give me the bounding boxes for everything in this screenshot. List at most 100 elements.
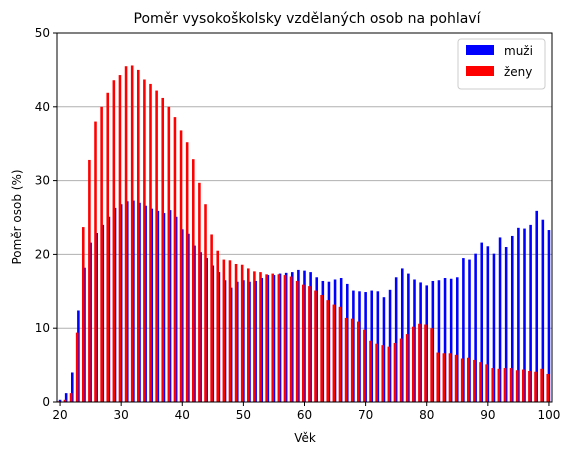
bar-zeny-75: [393, 342, 397, 402]
x-axis-label: Věk: [294, 431, 316, 445]
bar-zeny-94: [509, 368, 513, 402]
x-tick-label-100: 100: [537, 408, 560, 422]
bar-zeny-67: [344, 317, 348, 402]
bar-zeny-47: [222, 259, 226, 402]
bar-zeny-93: [503, 368, 507, 402]
bar-zeny-90: [485, 364, 488, 402]
bar-zeny-73: [381, 345, 385, 402]
bar-zeny-49: [234, 263, 238, 402]
x-tick-label-50: 50: [236, 408, 251, 422]
bar-muzi-90: [486, 246, 490, 402]
x-tick-label-40: 40: [175, 408, 190, 422]
x-tick-label-80: 80: [419, 408, 434, 422]
x-tick-label-30: 30: [114, 408, 129, 422]
bar-muzi-87: [468, 259, 471, 402]
bar-muzi-82: [437, 280, 441, 402]
bar-zeny-22: [69, 393, 73, 402]
bar-zeny-43: [198, 182, 201, 402]
y-tick-label-40: 40: [35, 100, 50, 114]
bar-muzi-100: [547, 230, 551, 402]
bar-zeny-24: [81, 227, 85, 402]
bar-zeny-81: [430, 328, 433, 402]
bar-zeny-26: [94, 121, 97, 402]
y-axis-label: Poměr osob (%): [10, 169, 24, 264]
bar-zeny-42: [191, 159, 195, 402]
bar-zeny-79: [418, 323, 421, 402]
x-tick-label-60: 60: [297, 408, 312, 422]
bar-zeny-91: [491, 368, 495, 402]
bar-muzi-20: [58, 399, 62, 402]
x-tick-label-90: 90: [480, 408, 495, 422]
bar-zeny-27: [100, 106, 103, 403]
bar-muzi-76: [400, 268, 404, 402]
bar-zeny-100: [546, 373, 550, 402]
bar-zeny-54: [265, 274, 268, 402]
legend-swatch-zeny: [466, 66, 494, 76]
bar-zeny-99: [540, 368, 543, 402]
bar-muzi-74: [388, 289, 392, 402]
bar-zeny-32: [130, 65, 134, 402]
bar-zeny-82: [436, 352, 440, 402]
bar-zeny-92: [497, 368, 501, 402]
bars-layer: [57, 65, 551, 403]
bar-muzi-99: [541, 219, 545, 402]
y-tick-label-30: 30: [35, 174, 50, 188]
bar-zeny-87: [466, 357, 470, 402]
bar-zeny-40: [179, 130, 183, 403]
bar-zeny-56: [277, 274, 281, 402]
bar-zeny-21: [63, 399, 67, 402]
bar-zeny-29: [112, 80, 116, 402]
x-tick-label-20: 20: [52, 408, 67, 422]
bar-zeny-70: [363, 329, 366, 402]
bar-zeny-34: [143, 79, 146, 403]
bar-zeny-76: [399, 338, 403, 402]
legend-label-zeny: ženy: [504, 65, 532, 79]
bar-muzi-83: [443, 278, 447, 402]
bar-zeny-31: [124, 66, 128, 403]
bar-zeny-62: [314, 290, 317, 402]
bar-zeny-97: [528, 371, 531, 402]
bar-zeny-80: [424, 324, 427, 402]
bar-zeny-39: [173, 117, 177, 402]
legend-label-muzi: muži: [504, 44, 533, 58]
chart-title: Poměr vysokoškolsky vzdělaných osob na p…: [134, 11, 482, 27]
bar-zeny-48: [228, 260, 232, 402]
bar-zeny-63: [320, 294, 323, 402]
bar-muzi-93: [504, 247, 508, 402]
bar-zeny-30: [118, 75, 122, 402]
bar-zeny-78: [411, 326, 415, 402]
bar-zeny-88: [473, 359, 476, 402]
bar-zeny-57: [283, 275, 287, 402]
bar-muzi-88: [474, 253, 477, 402]
bar-zeny-23: [75, 332, 79, 402]
bar-zeny-98: [534, 371, 537, 402]
bar-zeny-74: [387, 346, 391, 402]
x-ticks: 20 30 40 50 60 70 80 90 100: [52, 402, 560, 422]
bar-zeny-37: [161, 97, 165, 402]
bar-zeny-33: [136, 69, 140, 403]
bar-zeny-69: [356, 321, 360, 402]
bar-zeny-96: [521, 369, 525, 402]
bar-zeny-61: [308, 286, 311, 402]
bar-zeny-83: [442, 353, 446, 402]
bar-muzi-94: [510, 235, 514, 402]
bar-zeny-95: [515, 370, 519, 402]
bar-zeny-45: [210, 234, 213, 402]
bar-muzi-91: [492, 253, 496, 402]
bar-muzi-96: [523, 228, 526, 402]
bar-muzi-86: [462, 258, 465, 402]
bar-zeny-60: [301, 284, 305, 402]
bar-zeny-35: [149, 83, 152, 403]
bar-zeny-52: [253, 271, 256, 402]
x-tick-label-70: 70: [358, 408, 373, 422]
y-tick-label-20: 20: [35, 247, 50, 261]
bar-zeny-68: [350, 318, 354, 402]
bar-zeny-85: [454, 354, 458, 402]
bar-zeny-46: [216, 250, 220, 402]
y-tick-label-10: 10: [35, 321, 50, 335]
bar-muzi-89: [480, 242, 484, 402]
bar-zeny-36: [155, 90, 158, 402]
bar-zeny-89: [479, 362, 482, 402]
bar-muzi-95: [517, 227, 520, 402]
